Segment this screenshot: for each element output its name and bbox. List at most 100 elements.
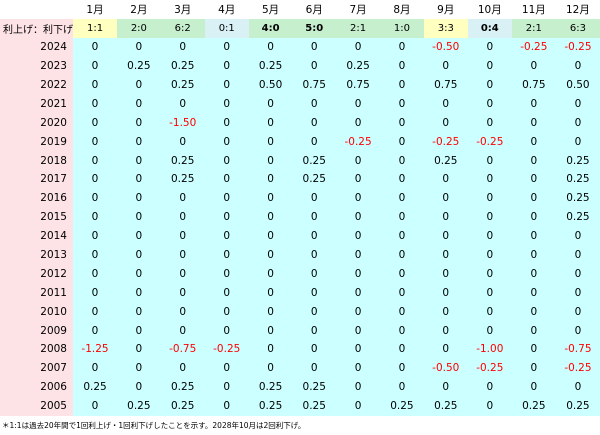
rate-change-cell: 0.25 [160, 75, 205, 95]
rate-change-cell: 0 [117, 226, 161, 246]
rate-change-cell: 0 [380, 340, 424, 359]
rate-change-cell: 0 [204, 396, 249, 416]
year-row: 2024 0 0 0 0 0 0 0 0 -0.50 0 -0.25 -0.25 [0, 37, 600, 57]
rate-change-cell: 0 [511, 226, 556, 246]
year-row: 2012 0 0 0 0 0 0 0 0 0 0 0 0 [0, 264, 600, 284]
rate-change-cell: 0 [467, 396, 512, 416]
rate-change-cell: 0 [73, 226, 118, 246]
rate-change-cell: 0 [204, 207, 249, 227]
ratio-cell: 4:0 [248, 18, 293, 38]
ratio-cell: 5:0 [292, 18, 337, 38]
rate-change-cell: 0 [204, 132, 249, 152]
year-label: 2024 [0, 37, 73, 57]
rate-change-cell: 0 [423, 283, 468, 303]
year-row: 2008 -1.25 0 -0.75 -0.25 0 0 0 0 0 -1.00 0 -0.75 [0, 340, 600, 359]
year-label: 2013 [0, 245, 73, 265]
ratio-cell: 2:1 [511, 18, 556, 38]
rate-change-cell: 0 [336, 358, 381, 378]
rate-change-cell: 0 [336, 94, 381, 114]
rate-change-cell: 0.25 [511, 396, 556, 416]
rate-change-cell: 0 [248, 170, 293, 189]
rate-change-cell: 0 [336, 37, 381, 57]
rate-change-cell: 0 [160, 94, 205, 114]
year-row: 2011 0 0 0 0 0 0 0 0 0 0 0 0 [0, 283, 600, 303]
rate-change-cell: -0.25 [555, 37, 600, 57]
year-label: 2017 [0, 170, 73, 189]
rate-change-cell: 0 [511, 151, 556, 171]
rate-change-cell: 0 [423, 226, 468, 246]
year-row: 2022 0 0 0.25 0 0.50 0.75 0.75 0 0.75 0 0.75 0.50 [0, 75, 600, 95]
ratio-cell: 0:1 [204, 18, 249, 38]
year-label: 2015 [0, 207, 73, 227]
rate-change-cell: -1.25 [73, 340, 118, 359]
corner-cell [0, 0, 73, 19]
rate-change-cell: 0 [467, 151, 512, 171]
rate-change-cell: 0 [248, 207, 293, 227]
rate-change-cell: 0 [336, 207, 381, 227]
rate-change-cell: 0 [423, 56, 468, 76]
rate-change-cell: 0 [467, 226, 512, 246]
rate-change-cell: 0.25 [423, 151, 468, 171]
rate-change-cell: 0.25 [248, 56, 293, 76]
rate-change-cell: 0.50 [555, 75, 600, 95]
rate-change-cell: 0 [160, 132, 205, 152]
rate-change-cell: -0.25 [511, 37, 556, 57]
rate-change-cell: 0 [73, 75, 118, 95]
rate-change-cell: 0 [73, 207, 118, 227]
year-row: 2021 0 0 0 0 0 0 0 0 0 0 0 0 [0, 94, 600, 114]
month-header: 5月 [248, 0, 293, 19]
rate-change-cell: 0 [467, 321, 512, 341]
rate-change-cell: 0 [160, 37, 205, 57]
rate-change-cell: 0 [292, 283, 337, 303]
year-row: 2007 0 0 0 0 0 0 0 0 -0.50 -0.25 0 -0.25 [0, 358, 600, 378]
rate-change-cell: 0 [336, 188, 381, 208]
rate-change-cell: 0 [73, 302, 118, 322]
rate-change-cell: 0 [160, 245, 205, 265]
rate-change-cell: 0 [292, 113, 337, 133]
rate-change-cell: -0.25 [204, 340, 249, 359]
rate-change-cell: 0 [380, 188, 424, 208]
rate-change-cell: 0 [292, 321, 337, 341]
ratio-row-label: 利上げ：利下げ [0, 18, 73, 38]
month-header: 6月 [292, 0, 337, 19]
year-label: 2022 [0, 75, 73, 95]
rate-change-cell: 0 [511, 94, 556, 114]
rate-change-cell: 0 [117, 283, 161, 303]
rate-change-cell: 0 [248, 302, 293, 322]
ratio-cell: 3:3 [423, 18, 468, 38]
rate-change-cell: -0.25 [467, 132, 512, 152]
ratio-row: 利上げ：利下げ 1:1 2:0 6:2 0:1 4:0 5:0 2:1 1:0 3:3 0:4 2:1… [0, 18, 600, 38]
month-header: 9月 [423, 0, 468, 19]
year-row: 2020 0 0 -1.50 0 0 0 0 0 0 0 0 0 [0, 113, 600, 133]
rate-change-cell: 0 [336, 113, 381, 133]
rate-change-cell: 0.25 [292, 377, 337, 397]
rate-change-cell: 0 [73, 358, 118, 378]
month-header-row: 1月 2月 3月 4月 5月 6月 7月 8月 9月 10月 11月 12月 [0, 0, 600, 19]
rate-change-cell: 0 [292, 302, 337, 322]
year-label: 2012 [0, 264, 73, 284]
rate-change-cell: 0 [380, 170, 424, 189]
rate-change-cell: 0 [511, 283, 556, 303]
rate-change-cell: 0 [423, 264, 468, 284]
rate-change-cell: 0 [292, 132, 337, 152]
year-label: 2014 [0, 226, 73, 246]
rate-change-cell: 0 [117, 151, 161, 171]
rate-change-cell: 0 [160, 207, 205, 227]
rate-change-cell: 0 [160, 188, 205, 208]
rate-change-cell: 0 [117, 75, 161, 95]
rate-change-cell: 0 [117, 340, 161, 359]
rate-change-cell: 0 [336, 283, 381, 303]
rate-change-cell: 0 [248, 37, 293, 57]
year-label: 2008 [0, 340, 73, 359]
rate-change-cell: 0.25 [423, 396, 468, 416]
rate-change-cell: 0.25 [160, 170, 205, 189]
rate-change-cell: 0 [73, 396, 118, 416]
year-label: 2007 [0, 358, 73, 378]
rate-change-cell: 0 [117, 207, 161, 227]
rate-change-cell: 0 [511, 188, 556, 208]
month-header: 11月 [511, 0, 556, 19]
ratio-cell: 1:0 [380, 18, 424, 38]
rate-change-cell: 0 [204, 170, 249, 189]
rate-change-cell: 0 [380, 37, 424, 57]
rate-change-cell: 0 [555, 283, 600, 303]
